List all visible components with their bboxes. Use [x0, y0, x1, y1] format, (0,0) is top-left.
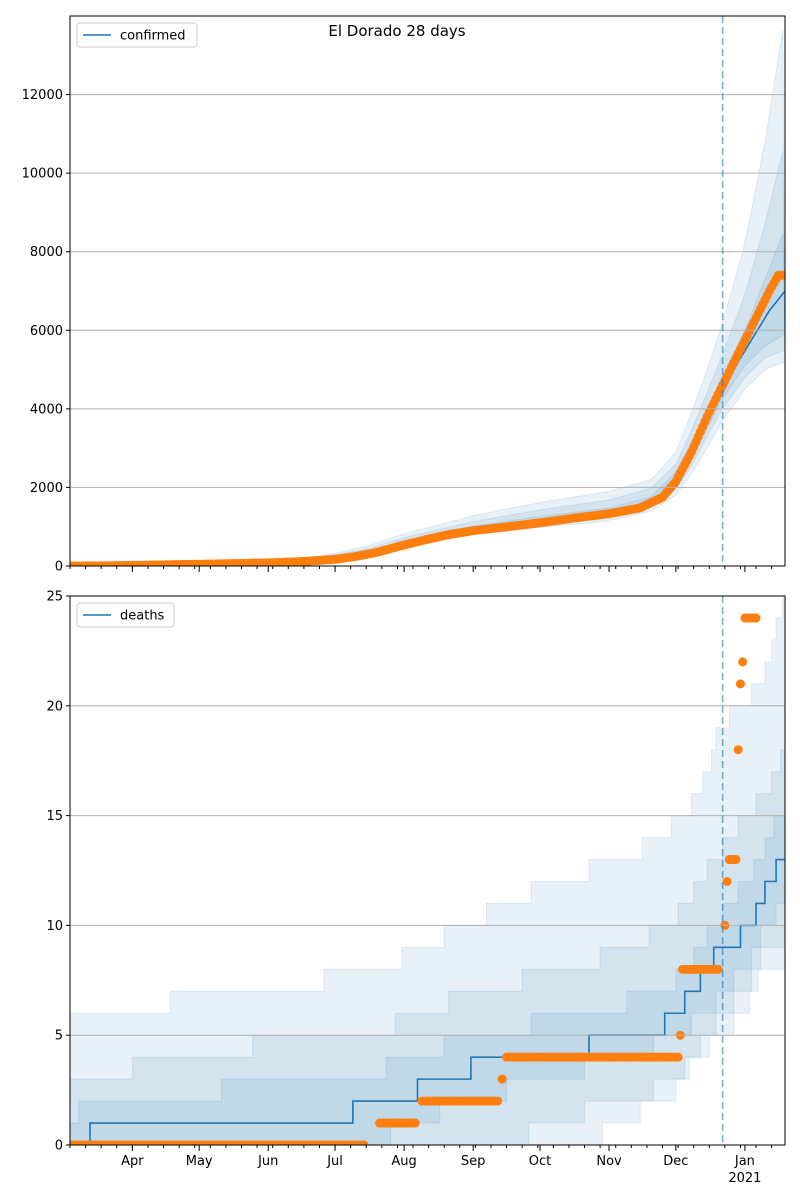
- x-tick-label: Nov: [596, 1154, 622, 1169]
- deaths-model-line: [70, 858, 785, 1145]
- confirmed-y-tick-label: 2000: [30, 481, 63, 496]
- deaths-observed-point: [733, 745, 743, 755]
- deaths-axes-frame: [69, 595, 786, 1146]
- deaths-legend-label: deaths: [120, 609, 165, 624]
- confirmed-y-tick-label: 6000: [30, 324, 63, 339]
- confirmed-y-tick-label: 10000: [22, 167, 63, 182]
- confirmed-legend-label: confirmed: [120, 29, 186, 44]
- confirmed-plot-area: [70, 29, 785, 566]
- deaths-y-tick-label: 10: [46, 919, 63, 934]
- x-tick-label: Jan: [734, 1154, 755, 1169]
- confirmed-observed-point: [780, 270, 785, 280]
- deaths-observed-point: [357, 1140, 367, 1145]
- deaths-observed-point: [490, 1096, 500, 1106]
- x-tick-label: Sep: [461, 1154, 486, 1169]
- deaths-y-tick-label: 20: [46, 699, 63, 714]
- confirmed-y-tick-label: 0: [55, 560, 63, 575]
- confirmed-legend-box: [76, 22, 198, 48]
- figure-title: El Dorado 28 days: [328, 22, 465, 40]
- deaths-observed-point: [749, 613, 759, 623]
- confirmed-uncertainty-band: [70, 150, 785, 566]
- deaths-panel: 0 5 10 15 20 25 Apr May Jun Jul Aug Sep Oct Nov Dec Jan…: [46, 590, 786, 1186]
- x-tick-label: Apr: [121, 1154, 144, 1169]
- x-year-label: 2021: [728, 1171, 761, 1186]
- confirmed-uncertainty-band: [70, 233, 785, 566]
- x-tick-label: Dec: [663, 1154, 688, 1169]
- x-tick-label: Jul: [326, 1154, 343, 1169]
- deaths-observed-point: [671, 1052, 681, 1062]
- confirmed-model-line: [70, 290, 785, 566]
- deaths-y-tick-label: 15: [46, 809, 63, 824]
- deaths-uncertainty-band: [70, 596, 785, 1145]
- deaths-observed-point: [735, 679, 745, 689]
- x-tick-label: Aug: [391, 1154, 416, 1169]
- confirmed-y-tick-label: 4000: [30, 402, 63, 417]
- deaths-observed-point: [722, 876, 732, 886]
- deaths-y-tick-label: 25: [46, 590, 63, 605]
- x-tick-label: May: [186, 1154, 213, 1169]
- deaths-y-tick-label: 5: [55, 1029, 63, 1044]
- deaths-observed-point: [711, 964, 721, 974]
- deaths-observed-point: [497, 1074, 507, 1084]
- confirmed-legend: confirmed: [76, 22, 198, 48]
- confirmed-y-tick-label: 12000: [22, 88, 63, 103]
- deaths-observed-point: [738, 657, 748, 667]
- confirmed-panel: 0 2000 4000 6000 8000 10000 12000 confirmed: [22, 15, 786, 575]
- x-tick-label: Oct: [529, 1154, 551, 1169]
- confirmed-y-tick-label: 8000: [30, 245, 63, 260]
- deaths-plot-area: [70, 596, 785, 1145]
- x-tick-label: Jun: [257, 1154, 278, 1169]
- deaths-legend: deaths: [76, 602, 175, 628]
- deaths-y-tick-label: 0: [55, 1139, 63, 1154]
- deaths-observed-point: [408, 1118, 418, 1128]
- deaths-legend-box: [76, 602, 175, 628]
- confirmed-axes-frame: [69, 15, 786, 567]
- deaths-observed-point: [729, 855, 739, 865]
